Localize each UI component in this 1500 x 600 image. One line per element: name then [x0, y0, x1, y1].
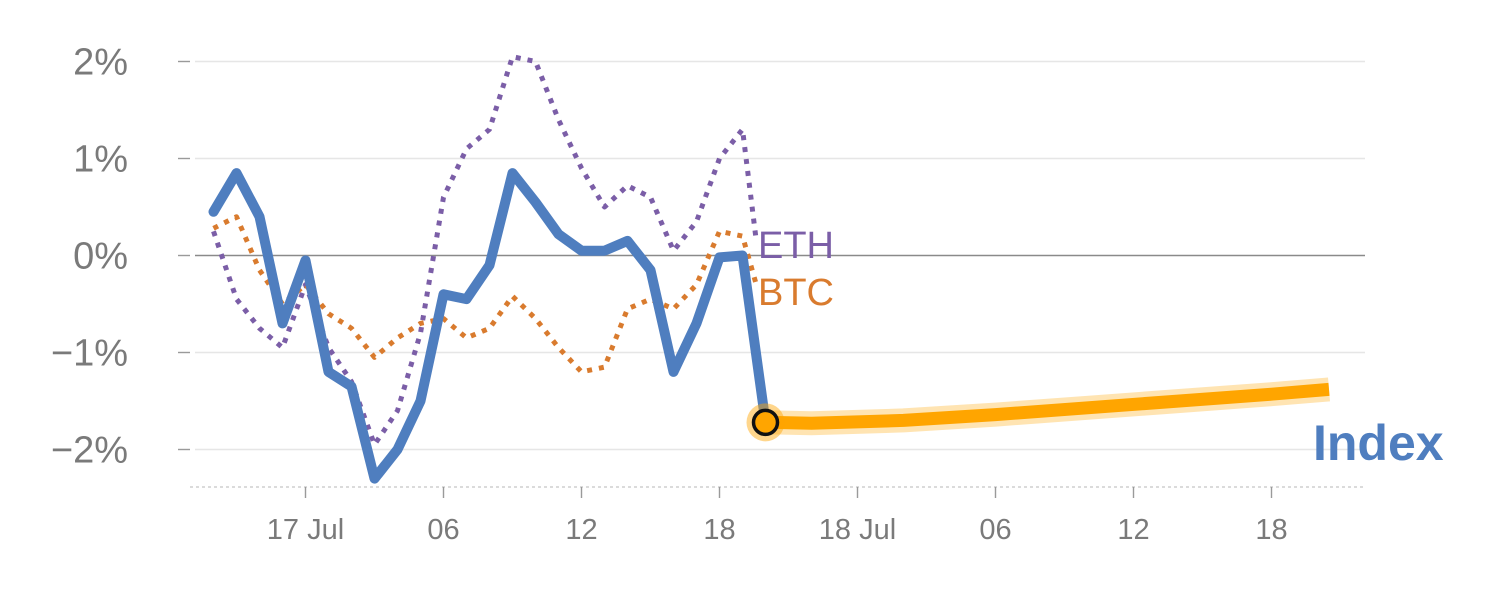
- y-tick-label: −1%: [51, 333, 128, 375]
- btc-label: BTC: [758, 272, 834, 314]
- x-tick-label: 12: [565, 514, 597, 546]
- eth-label: ETH: [758, 225, 834, 267]
- x-tick-label: 18: [1255, 514, 1287, 546]
- x-tick-label: 12: [1117, 514, 1149, 546]
- index-label: Index: [1313, 415, 1444, 471]
- x-tick-label: 18: [703, 514, 735, 546]
- x-tick-label: 06: [427, 514, 459, 546]
- markers: [746, 403, 785, 442]
- y-tick-label: 1%: [73, 139, 128, 181]
- x-tick-label: 06: [979, 514, 1011, 546]
- series-lines: [208, 54, 771, 484]
- current-value-marker: [751, 408, 780, 437]
- x-tick-label: 18 Jul: [819, 514, 896, 546]
- y-tick-label: 0%: [73, 236, 128, 278]
- index-line: [208, 168, 771, 484]
- y-tick-label: −2%: [51, 430, 128, 472]
- y-axis: 2% 1% 0% −1% −2%: [51, 42, 190, 472]
- y-tick-label: 2%: [73, 42, 128, 84]
- forecast-line: [765, 382, 1330, 430]
- forecast-band: [765, 377, 1330, 436]
- x-tick-label: 17 Jul: [267, 514, 344, 546]
- grid-lines: [195, 60, 1365, 451]
- x-axis: 17 Jul 06 12 18 18 Jul 06 12 18: [190, 486, 1365, 546]
- eth-line: [211, 54, 759, 448]
